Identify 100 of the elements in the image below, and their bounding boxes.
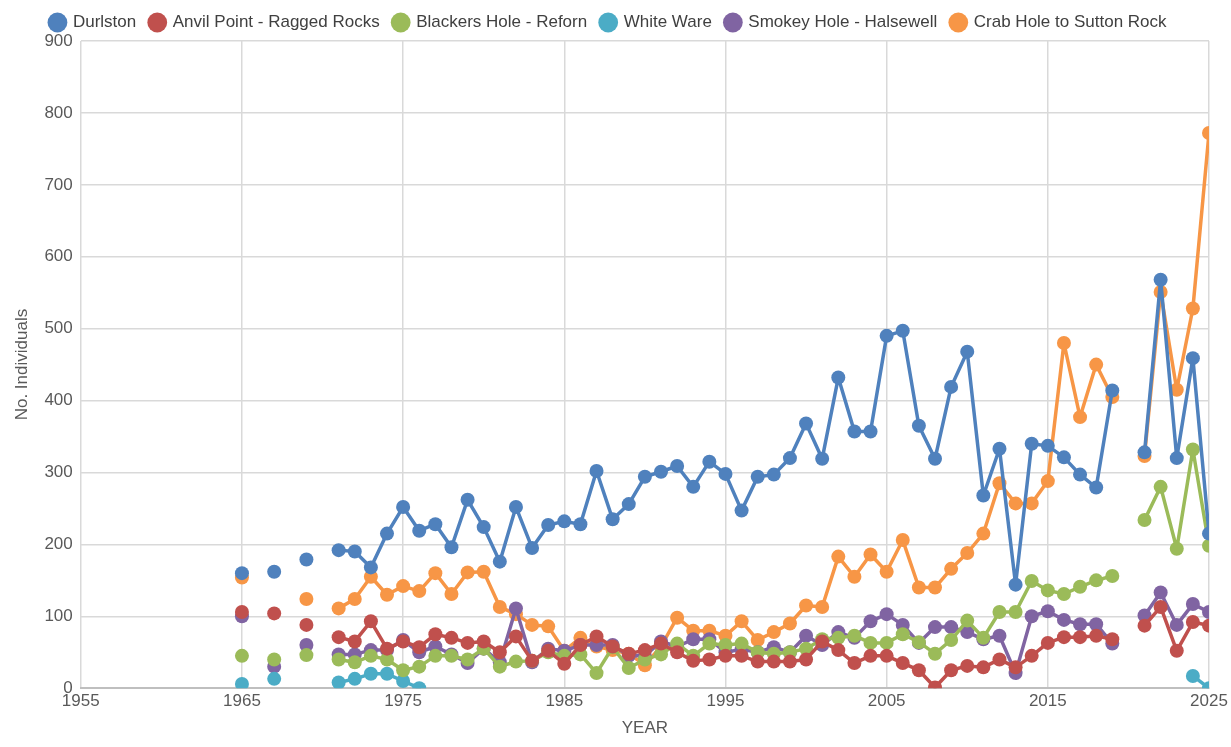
- point: [541, 619, 556, 634]
- point: [928, 451, 942, 466]
- point: [1008, 496, 1023, 511]
- point: [670, 610, 685, 625]
- point: [363, 614, 378, 629]
- point: [347, 592, 362, 607]
- point: [960, 546, 975, 561]
- point: [1089, 480, 1104, 495]
- point: [1056, 630, 1071, 645]
- y-tick-label: 400: [44, 390, 73, 410]
- point: [637, 469, 652, 484]
- point: [847, 424, 862, 439]
- x-tick-label: 1985: [545, 691, 584, 711]
- point: [557, 514, 572, 529]
- point: [750, 469, 765, 484]
- point: [895, 323, 910, 338]
- point: [734, 503, 749, 518]
- y-axis-title: No. Individuals: [11, 308, 31, 421]
- point: [960, 344, 975, 359]
- point: [508, 654, 523, 669]
- point: [589, 464, 604, 479]
- point: [895, 627, 910, 642]
- point: [234, 566, 249, 581]
- point: [396, 499, 411, 514]
- point: [831, 549, 846, 564]
- point: [944, 620, 959, 635]
- point: [944, 663, 959, 678]
- point: [508, 499, 523, 514]
- point: [380, 666, 394, 681]
- point: [1056, 450, 1071, 465]
- point: [1073, 410, 1088, 425]
- point: [863, 424, 878, 439]
- point: [380, 587, 394, 602]
- point: [734, 648, 749, 663]
- point: [525, 540, 540, 555]
- point: [1137, 512, 1152, 527]
- point: [1040, 438, 1055, 453]
- point: [766, 654, 781, 669]
- point: [879, 328, 894, 343]
- point: [1008, 577, 1023, 592]
- point: [911, 663, 926, 678]
- point: [460, 492, 475, 507]
- point: [1105, 632, 1120, 647]
- point: [1105, 569, 1120, 584]
- point: [299, 617, 314, 632]
- point: [1089, 357, 1104, 372]
- point: [815, 599, 830, 614]
- point: [412, 523, 427, 538]
- point: [1169, 451, 1184, 466]
- y-tick-label: 600: [44, 246, 73, 266]
- point: [734, 614, 749, 629]
- y-tick-label: 100: [44, 605, 73, 625]
- point: [879, 648, 894, 663]
- point: [1185, 351, 1200, 366]
- point: [782, 451, 797, 466]
- point: [992, 628, 1007, 643]
- point: [1153, 599, 1168, 614]
- point: [347, 634, 362, 649]
- legend-label: Crab Hole to Sutton Rock: [973, 12, 1168, 32]
- point: [1089, 617, 1104, 632]
- point: [460, 635, 475, 650]
- point: [847, 569, 862, 584]
- y-tick-label: 300: [44, 462, 73, 482]
- point: [1008, 660, 1023, 675]
- point: [1105, 383, 1120, 398]
- point: [863, 635, 878, 650]
- point: [1073, 467, 1088, 482]
- point: [944, 633, 959, 648]
- point: [976, 526, 991, 541]
- point: [363, 666, 378, 681]
- point: [928, 646, 942, 661]
- point: [815, 451, 830, 466]
- point: [557, 656, 572, 671]
- point: [460, 565, 475, 580]
- point: [492, 599, 507, 614]
- legend-label: Blackers Hole - Reforn: [416, 12, 588, 32]
- point: [412, 640, 427, 655]
- point: [960, 613, 975, 628]
- y-tick-label: 700: [44, 174, 73, 194]
- point: [686, 653, 701, 668]
- x-tick-label: 1975: [384, 691, 423, 711]
- point: [799, 598, 814, 613]
- point: [1137, 618, 1152, 633]
- point: [928, 580, 942, 595]
- point: [1185, 615, 1200, 630]
- point: [331, 675, 346, 689]
- point: [799, 652, 814, 667]
- point: [782, 616, 797, 631]
- point: [976, 660, 991, 675]
- x-tick-label: 1995: [706, 691, 745, 711]
- point: [476, 564, 491, 579]
- x-tick-label: 1965: [223, 691, 261, 711]
- point: [831, 630, 846, 645]
- point: [508, 601, 523, 616]
- point: [412, 584, 427, 599]
- point: [992, 441, 1007, 456]
- point: [863, 614, 878, 629]
- point: [718, 466, 733, 481]
- y-tick-label: 500: [44, 318, 73, 338]
- point: [412, 659, 427, 674]
